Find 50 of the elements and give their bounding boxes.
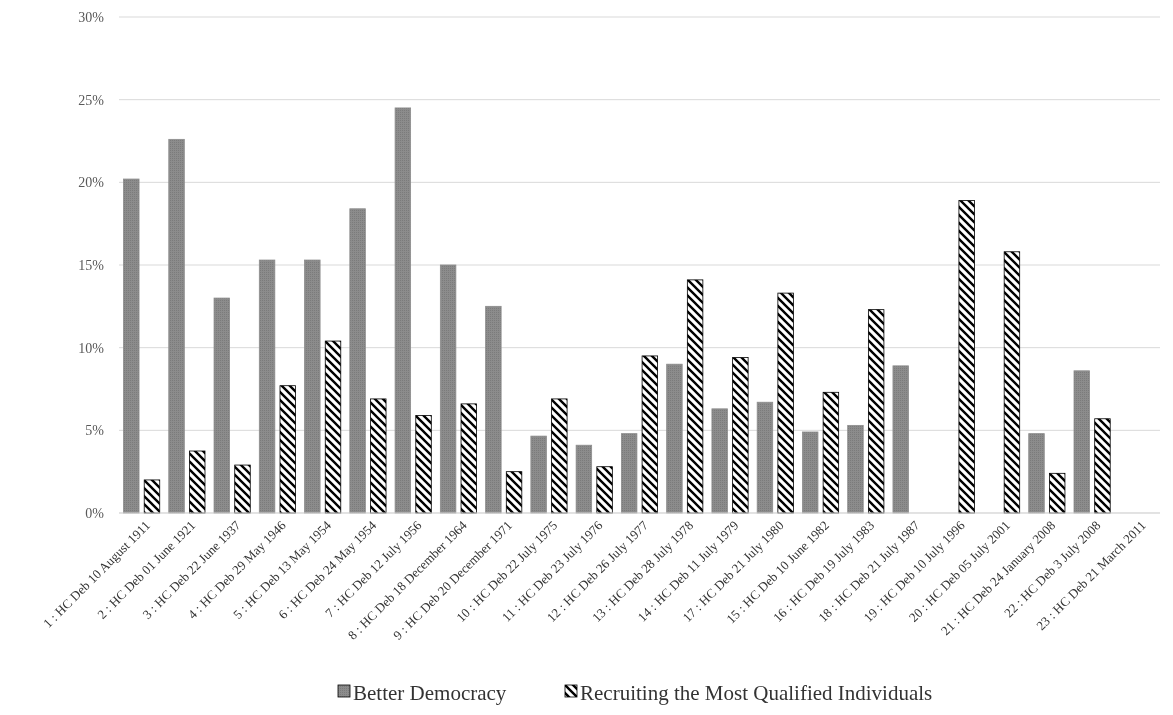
bar xyxy=(641,355,658,514)
bar xyxy=(460,403,477,514)
bar xyxy=(123,178,140,514)
bar xyxy=(822,391,840,514)
bar xyxy=(143,479,161,514)
bar xyxy=(666,363,683,514)
bar xyxy=(168,138,185,514)
bar xyxy=(847,424,864,514)
y-tick-label: 20% xyxy=(78,175,105,191)
bar xyxy=(711,408,728,514)
bar xyxy=(324,340,342,514)
y-tick-label: 0% xyxy=(85,505,105,521)
bar xyxy=(732,357,749,514)
bar xyxy=(1003,251,1021,514)
bar xyxy=(304,259,321,514)
bar xyxy=(1049,472,1066,514)
bar xyxy=(1073,370,1090,514)
bar xyxy=(370,398,387,514)
bar xyxy=(279,385,296,514)
bar xyxy=(394,107,412,514)
y-tick-label: 25% xyxy=(78,92,105,108)
bar xyxy=(213,297,230,514)
y-tick-label: 30% xyxy=(78,9,105,25)
bar xyxy=(551,398,568,514)
bar xyxy=(867,309,885,514)
bar xyxy=(485,305,502,514)
bar xyxy=(1028,433,1045,514)
bar xyxy=(777,292,794,514)
bar xyxy=(892,365,909,514)
bar xyxy=(1094,418,1111,514)
bar xyxy=(802,431,819,514)
legend-label: Better Democracy xyxy=(353,681,507,706)
bar xyxy=(530,435,547,514)
bar xyxy=(189,450,206,514)
y-tick-label: 15% xyxy=(78,257,105,273)
y-tick-label: 10% xyxy=(78,340,105,356)
bar xyxy=(505,471,523,514)
bar xyxy=(415,415,432,514)
bar xyxy=(258,259,276,514)
bar xyxy=(756,401,774,514)
bar xyxy=(621,433,638,514)
bar xyxy=(596,466,613,514)
bar xyxy=(958,200,975,514)
bar xyxy=(686,279,704,514)
bar xyxy=(349,208,366,514)
y-tick-label: 5% xyxy=(85,423,105,439)
legend-label: Recruiting the Most Qualified Individuals xyxy=(580,681,933,706)
bar xyxy=(575,444,593,514)
bar xyxy=(439,264,457,514)
bar xyxy=(234,464,251,514)
